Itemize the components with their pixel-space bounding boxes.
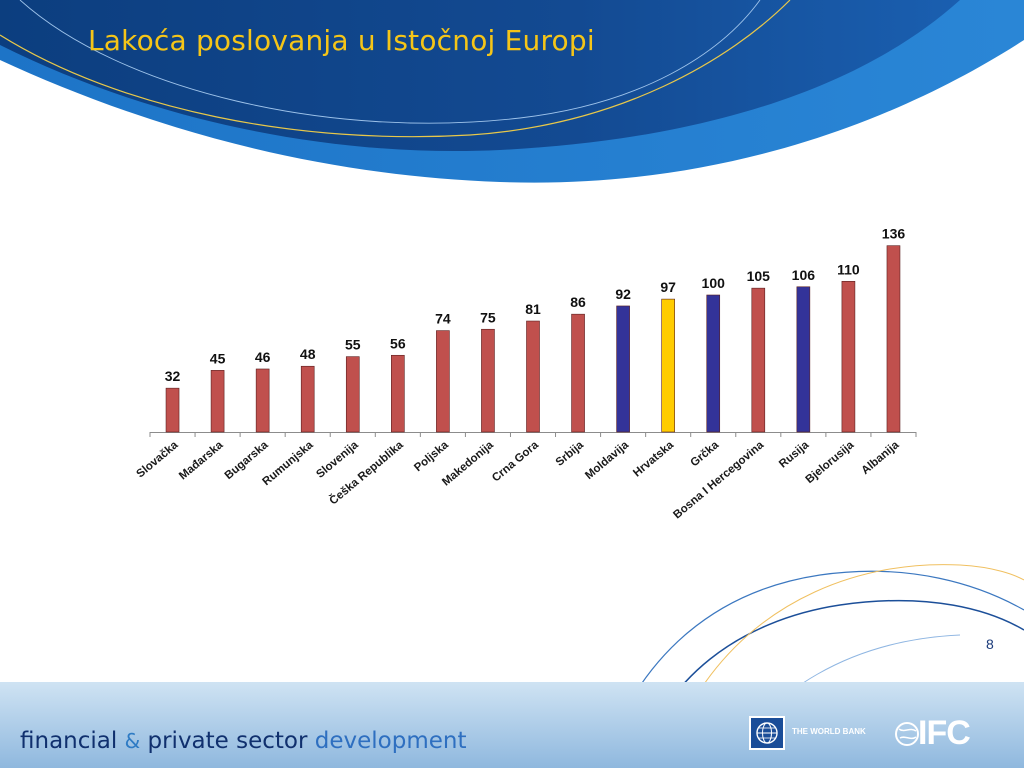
data-label-14: 106 [792, 267, 816, 283]
footer-band [0, 682, 1024, 768]
category-label-16: Albanija [859, 439, 901, 477]
bar-6 [436, 330, 450, 433]
data-label-10: 92 [615, 286, 631, 302]
category-label-1: Mađarska [177, 439, 226, 483]
bar-11 [661, 298, 675, 433]
data-label-13: 105 [747, 268, 771, 284]
data-label-7: 75 [480, 309, 496, 325]
bar-13 [751, 287, 766, 433]
data-label-5: 56 [390, 335, 406, 351]
category-label-4: Slovenija [314, 439, 361, 481]
tagline-development: development [314, 728, 467, 754]
data-label-16: 136 [882, 226, 906, 242]
ifc-logo-text: IFC [918, 714, 971, 752]
world-bank-logo-icon [749, 716, 785, 750]
data-label-0: 32 [165, 368, 181, 384]
bar-16 [886, 245, 901, 433]
category-label-12: Grčka [688, 439, 721, 470]
data-label-3: 48 [300, 346, 316, 362]
bar-1 [210, 370, 225, 433]
bar-12 [706, 294, 721, 433]
tagline-financial: financial [20, 728, 118, 754]
ifc-globe-icon [895, 722, 919, 746]
data-label-9: 86 [570, 294, 586, 310]
category-label-6: Poljska [412, 439, 451, 474]
data-label-8: 81 [525, 301, 541, 317]
data-label-2: 46 [255, 349, 271, 365]
bar-15 [841, 280, 856, 433]
bar-3 [300, 365, 315, 433]
world-bank-label: THE WORLD BANK [792, 727, 866, 736]
data-label-6: 74 [435, 311, 451, 327]
bar-5 [391, 354, 405, 433]
bar-10 [616, 305, 630, 433]
category-label-11: Hrvatska [631, 439, 676, 480]
slide-title: Lakoća poslovanja u Istočnoj Europi [88, 24, 595, 57]
data-label-4: 55 [345, 337, 361, 353]
bar-9 [571, 313, 585, 433]
data-label-15: 110 [837, 261, 860, 277]
data-label-1: 45 [210, 350, 226, 366]
tagline-ampersand: & [124, 729, 141, 753]
bar-2 [255, 368, 270, 433]
bar-14 [796, 286, 811, 433]
bar-0 [165, 387, 180, 433]
bar-7 [481, 328, 495, 433]
bar-4 [345, 356, 360, 433]
page-number: 8 [986, 636, 994, 652]
category-label-9: Srbija [554, 439, 587, 469]
tagline-private-sector: private sector [147, 728, 308, 754]
data-label-11: 97 [660, 279, 676, 295]
footer-tagline: financial & private sector development [20, 728, 467, 754]
category-label-5: Češka Republika [327, 438, 406, 508]
bar-8 [526, 320, 540, 433]
category-label-13: Bosna I Hercegovina [671, 439, 766, 522]
category-label-15: Bjelorusija [804, 439, 857, 486]
category-label-14: Rusija [777, 439, 812, 471]
category-label-10: Moldavija [583, 439, 631, 482]
category-label-0: Slovačka [135, 439, 181, 481]
category-label-8: Crna Gora [490, 439, 541, 485]
data-label-12: 100 [702, 275, 726, 291]
